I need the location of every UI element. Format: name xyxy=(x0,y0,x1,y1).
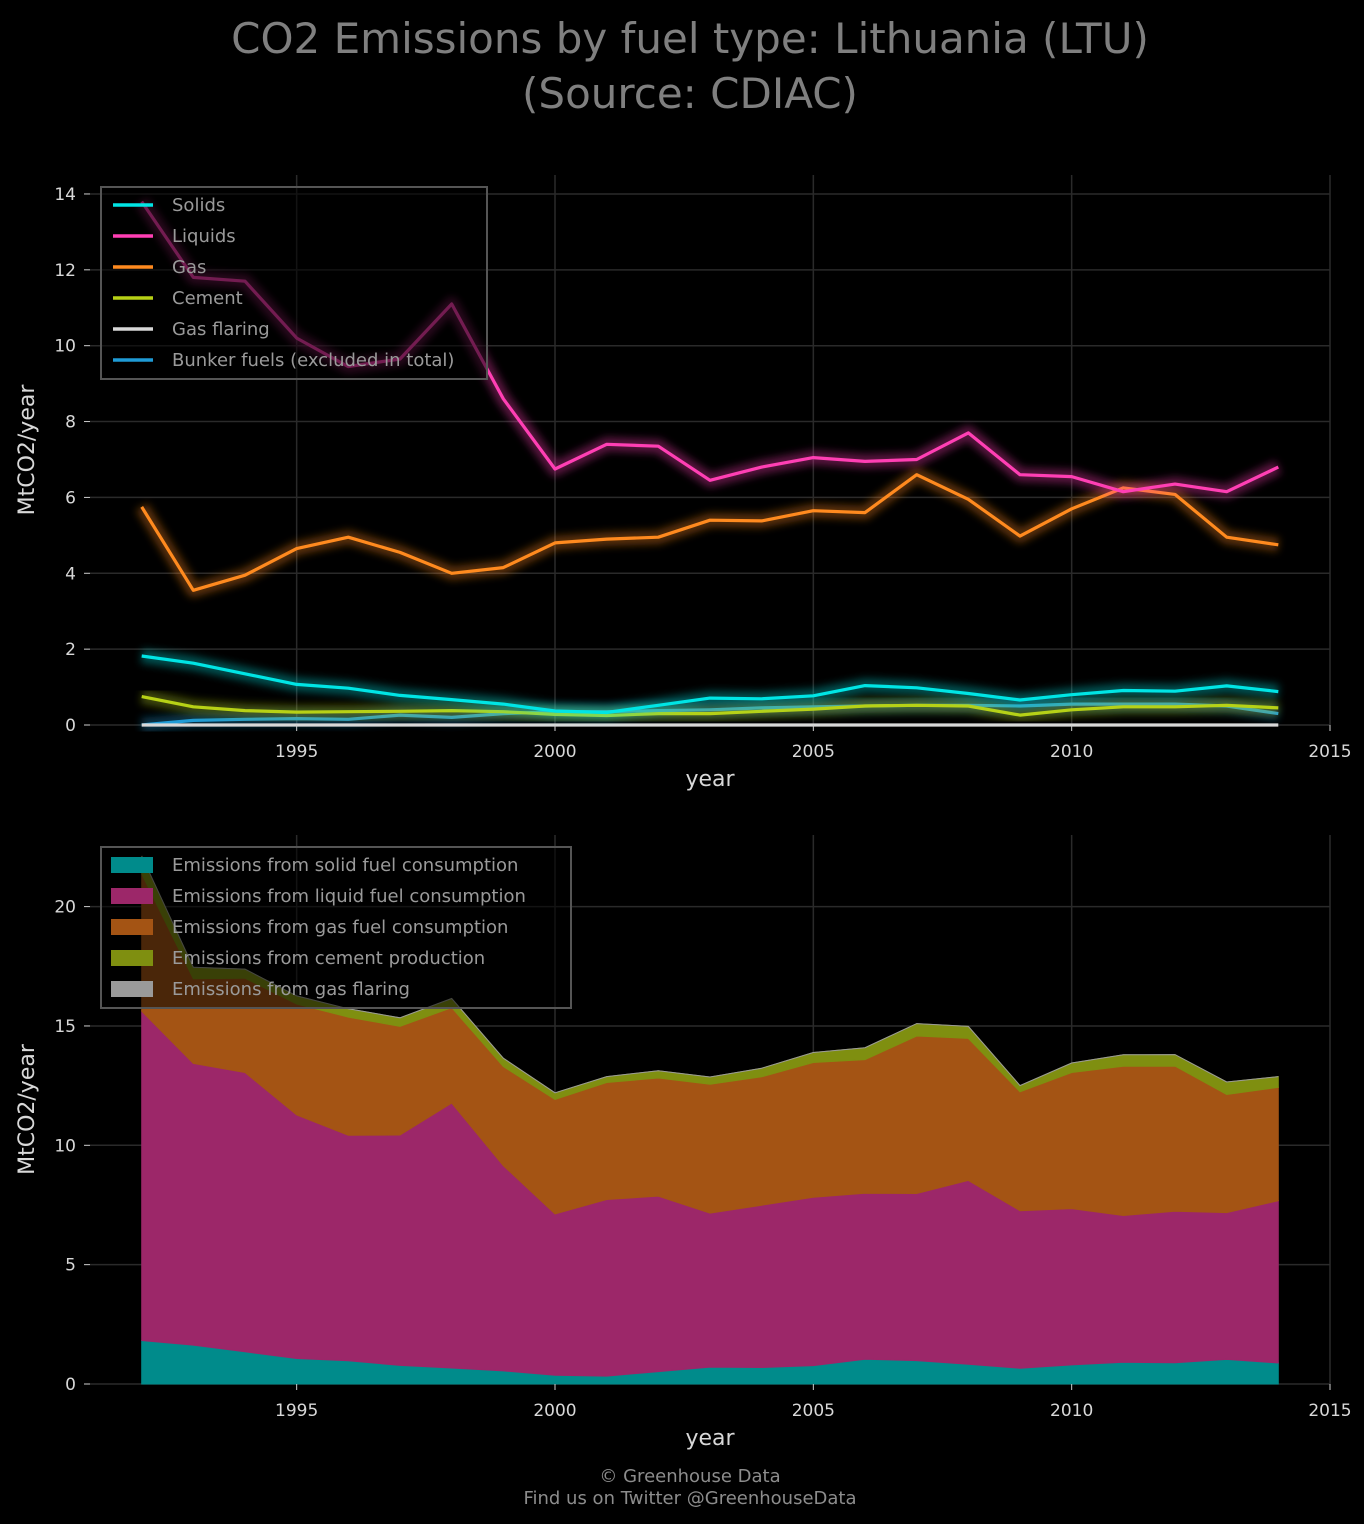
x-tick-label: 1995 xyxy=(275,1401,318,1421)
x-axis-label: year xyxy=(685,767,735,792)
legend-label: Solids xyxy=(172,195,225,216)
y-tick-label: 5 xyxy=(65,1256,76,1276)
area-emissions-from-gas-flaring xyxy=(141,855,1279,1094)
legend-label: Liquids xyxy=(172,226,236,247)
axes: 1995 2000 2005 2010 2015 0 2 4 6 8 10 12 14 year MtCO2… xyxy=(15,185,1352,792)
legend-label: Emissions from solid fuel consumption xyxy=(172,855,518,876)
y-tick-label: 6 xyxy=(65,488,76,508)
y-tick-label: 0 xyxy=(65,716,76,736)
legend: Solids Liquids Gas Cement Gas flaring Bunker … xyxy=(100,186,488,380)
legend-swatch xyxy=(111,950,153,966)
y-tick-label: 4 xyxy=(65,564,76,584)
chart-title-line1: CO2 Emissions by fuel type: Lithuania (L… xyxy=(231,14,1149,63)
x-tick-label: 2015 xyxy=(1308,742,1351,762)
legend-label: Gas flaring xyxy=(172,319,270,340)
y-tick-label: 10 xyxy=(54,1136,76,1156)
y-tick-label: 2 xyxy=(65,640,76,660)
legend-label: Emissions from liquid fuel consumption xyxy=(172,886,526,907)
y-tick-label: 10 xyxy=(54,337,76,357)
x-tick-label: 2010 xyxy=(1050,1401,1093,1421)
line-chart-panel: 1995 2000 2005 2010 2015 0 2 4 6 8 10 12 14 year MtCO2… xyxy=(15,175,1352,792)
x-tick-label: 2000 xyxy=(533,1401,576,1421)
legend-label: Emissions from gas flaring xyxy=(172,979,410,1000)
legend-swatch xyxy=(111,919,153,935)
y-tick-label: 12 xyxy=(54,261,76,281)
axes: 1995 2000 2005 2010 2015 0 5 10 15 20 year MtCO2/ye… xyxy=(15,898,1352,1451)
legend-label: Cement xyxy=(172,288,243,309)
chart-title-line2: (Source: CDIAC) xyxy=(522,69,858,118)
y-tick-label: 15 xyxy=(54,1017,76,1037)
series-line-cement xyxy=(141,695,1279,718)
credit-line1: © Greenhouse Data xyxy=(599,1466,780,1487)
y-axis-label: MtCO2/year xyxy=(15,1043,40,1175)
y-axis-label: MtCO2/year xyxy=(15,384,40,516)
x-tick-label: 2000 xyxy=(533,742,576,762)
x-tick-label: 2005 xyxy=(792,742,835,762)
x-axis-label: year xyxy=(685,1426,735,1451)
series-line-gas xyxy=(140,473,1279,592)
x-tick-label: 1995 xyxy=(275,742,318,762)
x-tick-label: 2010 xyxy=(1050,742,1093,762)
y-tick-label: 8 xyxy=(65,413,76,433)
legend-swatch xyxy=(111,857,153,873)
legend-label: Gas xyxy=(172,257,206,278)
x-tick-label: 2015 xyxy=(1308,1401,1351,1421)
legend-swatch xyxy=(111,888,153,904)
x-tick-label: 2005 xyxy=(792,1401,835,1421)
legend-box xyxy=(100,846,572,1009)
y-tick-label: 0 xyxy=(65,1375,76,1395)
y-tick-label: 14 xyxy=(54,185,76,205)
legend-box xyxy=(100,186,488,380)
legend-label: Emissions from cement production xyxy=(172,948,485,969)
series-line-solids xyxy=(141,654,1279,715)
y-tick-label: 20 xyxy=(54,898,76,918)
stacked-area-chart-panel: 1995 2000 2005 2010 2015 0 5 10 15 20 year MtCO2/ye… xyxy=(15,835,1352,1451)
legend-label: Bunker fuels (excluded in total) xyxy=(172,350,454,371)
series-group xyxy=(141,855,1279,1385)
legend-label: Emissions from gas fuel consumption xyxy=(172,917,508,938)
legend: Emissions from solid fuel consumption Emi… xyxy=(100,846,572,1009)
credit-line2: Find us on Twitter @GreenhouseData xyxy=(523,1488,856,1509)
legend-swatch xyxy=(111,981,153,997)
